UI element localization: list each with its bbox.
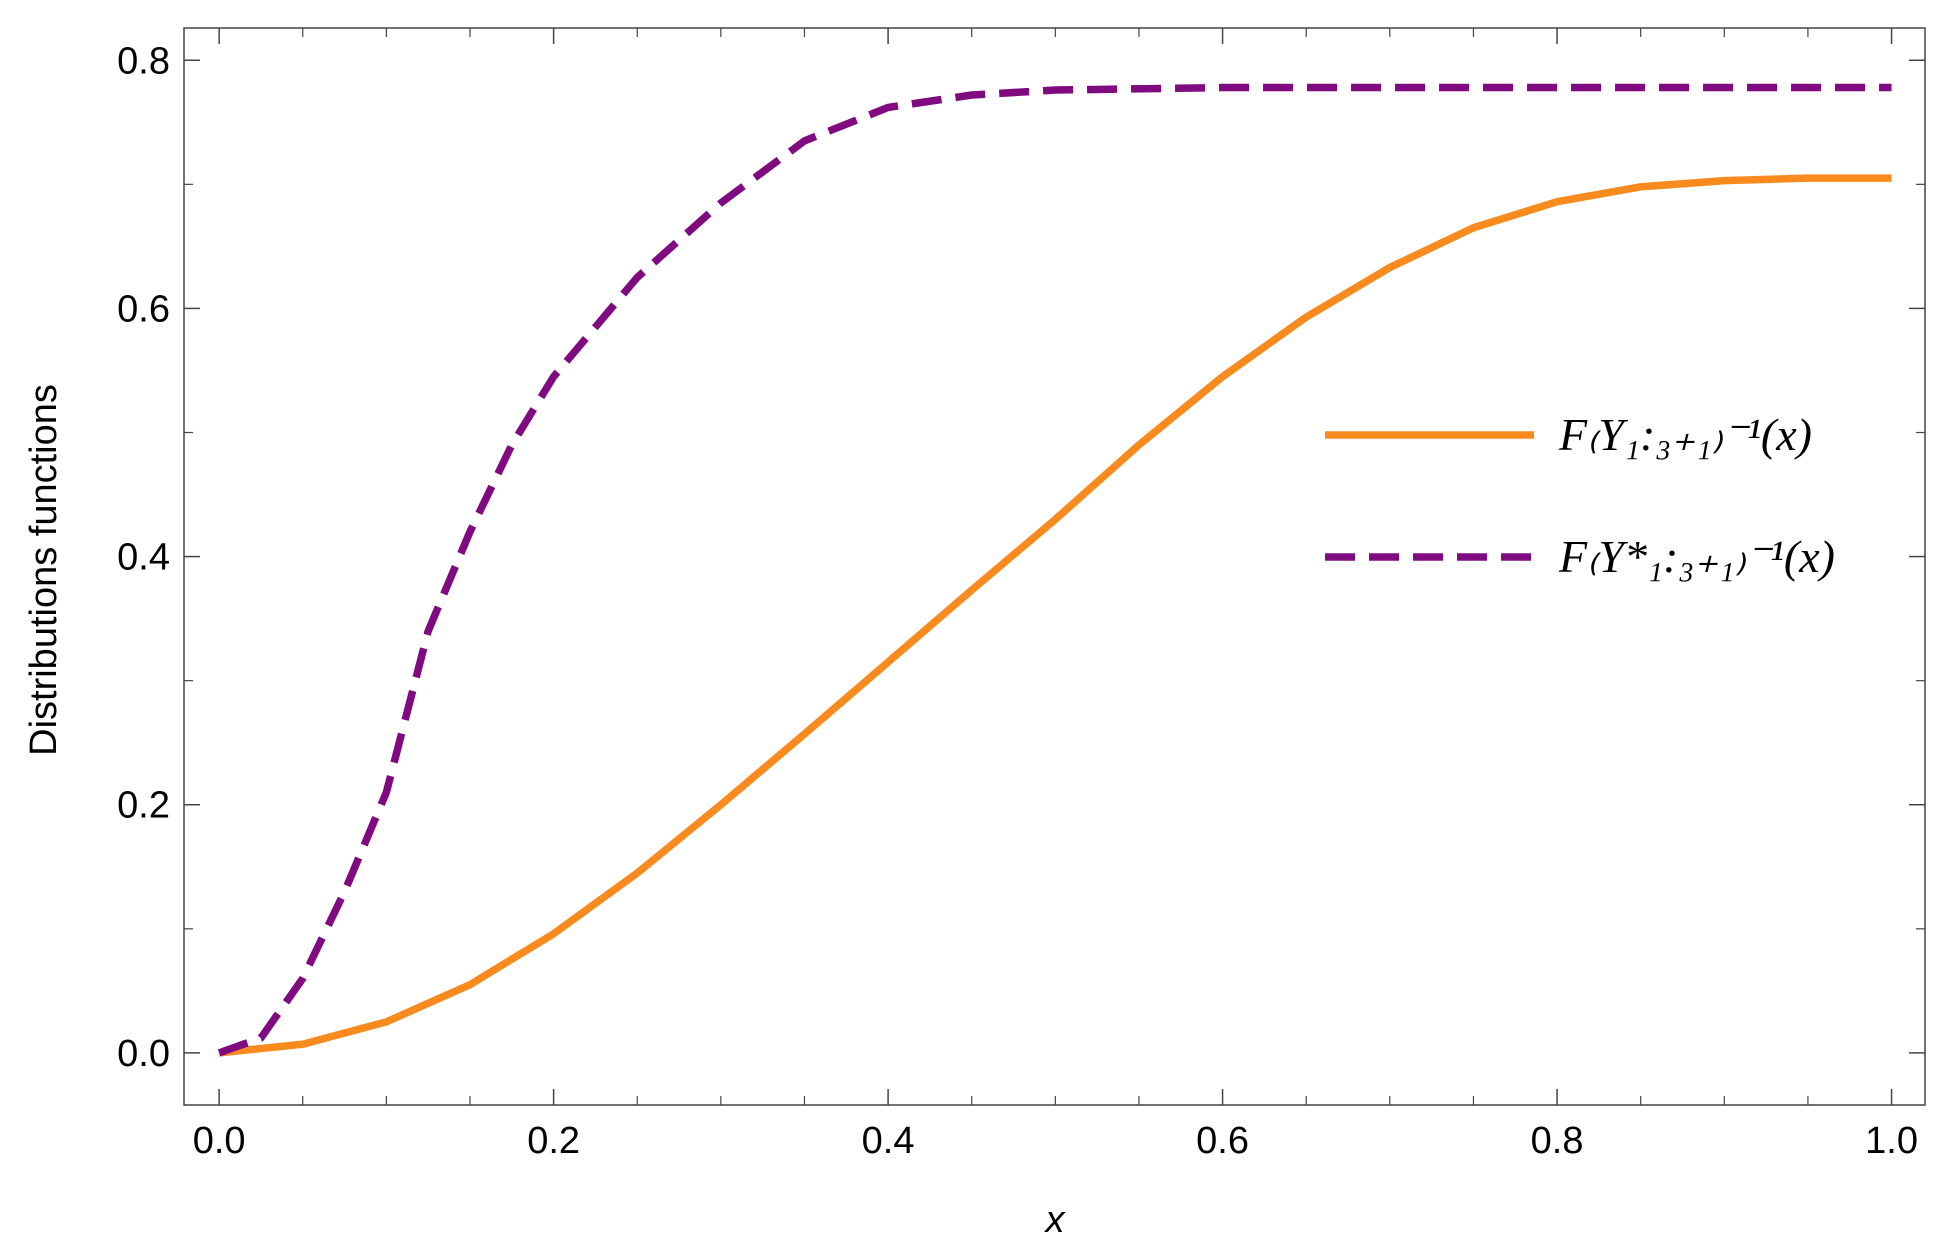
x-tick-label: 0.0 <box>193 1120 246 1162</box>
x-tick-label: 1.0 <box>1865 1120 1918 1162</box>
x-tick-label: 0.2 <box>527 1120 580 1162</box>
legend-label: F₍Y*₁:₃₊₁₎⁻¹(x) <box>1558 531 1835 582</box>
y-axis-label: Distributions functions <box>23 384 65 756</box>
y-tick-label: 0.4 <box>117 537 170 579</box>
x-tick-label: 0.4 <box>862 1120 915 1162</box>
x-tick-label: 0.8 <box>1531 1120 1584 1162</box>
x-tick-label: 0.6 <box>1196 1120 1249 1162</box>
legend-label: F₍Y₁:₃₊₁₎⁻¹(x) <box>1558 409 1812 460</box>
y-tick-label: 0.6 <box>117 288 170 330</box>
plot-frame <box>183 27 1926 1106</box>
series-line <box>218 174 1892 1057</box>
y-tick-label: 0.8 <box>117 40 170 82</box>
y-tick-label: 0.2 <box>117 785 170 827</box>
series-line <box>217 83 1892 1057</box>
y-tick-label: 0.0 <box>117 1033 170 1075</box>
x-axis-label: x <box>1044 1199 1067 1241</box>
